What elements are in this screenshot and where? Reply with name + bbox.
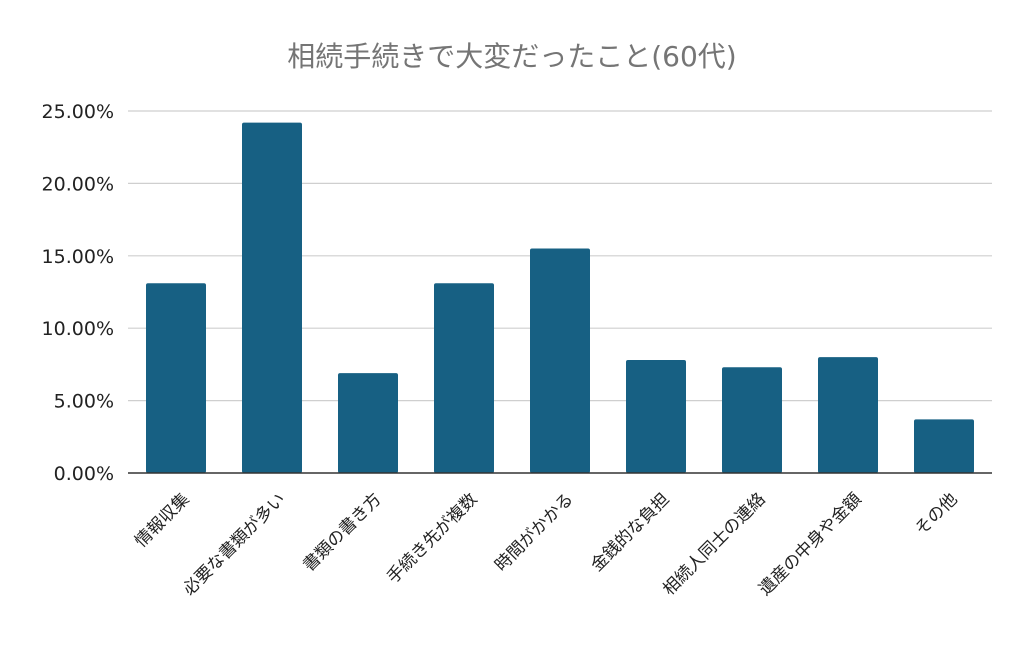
y-tick-label: 15.00% [42,246,114,268]
bars [146,122,974,474]
x-tick-label: 遺産の中身や金額 [755,489,865,599]
bar [146,283,206,473]
bar [914,419,974,473]
y-tick-label: 5.00% [54,391,114,413]
bar [338,373,398,473]
y-axis-ticks: 0.00% 5.00% 10.00% 15.00% 20.00% 25.00% [42,101,114,485]
x-tick-label: 手続き先が複数 [383,489,481,587]
x-tick-label: 必要な書類が多い [179,489,289,599]
y-tick-label: 25.00% [42,101,114,123]
x-tick-label: 相続人同士の連絡 [659,489,769,599]
bar [530,248,590,473]
bar [626,360,686,473]
y-tick-label: 0.00% [54,463,114,485]
x-tick-label: その他 [911,489,961,539]
bar [242,122,302,474]
y-tick-label: 10.00% [42,318,114,340]
bar [818,357,878,473]
chart-title: 相続手続きで大変だったこと(60代) [287,40,736,73]
x-tick-label: 情報収集 [131,489,193,551]
x-tick-label: 金銭的な負担 [587,489,673,575]
bar [434,283,494,473]
bar [722,367,782,473]
x-tick-label: 書類の書き方 [299,489,385,575]
y-tick-label: 20.00% [42,173,114,195]
x-tick-label: 時間がかかる [491,489,577,575]
